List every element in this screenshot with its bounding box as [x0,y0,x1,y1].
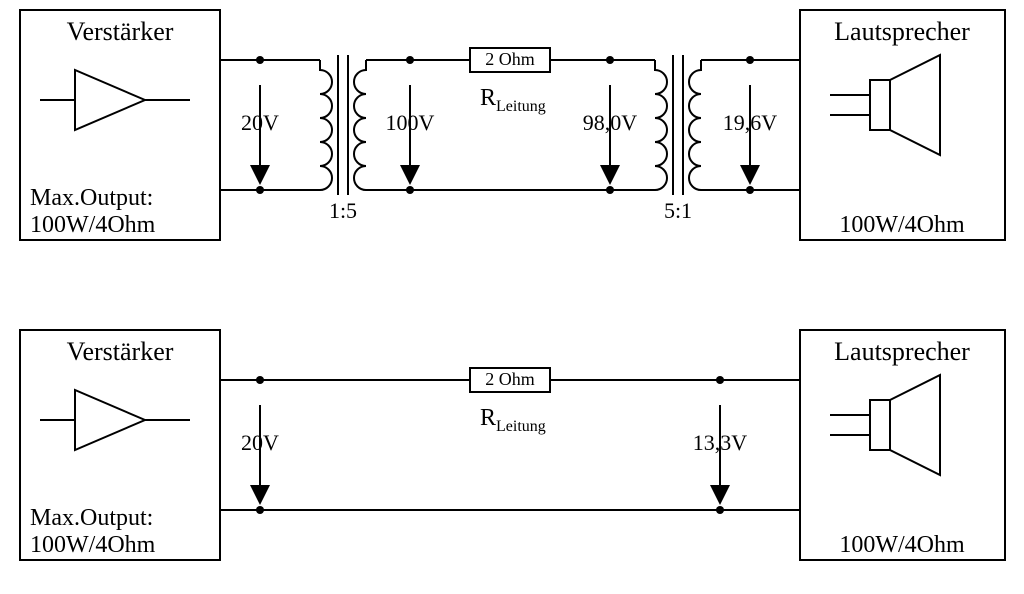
circuit-top: Verstärker Max.Output: 100W/4Ohm Lautspr… [20,10,1005,240]
v3-top: 98,0V [583,110,638,135]
transformer-left: 1:5 [320,55,366,223]
v2-top: 100V [386,110,435,135]
amplifier-title: Verstärker [67,17,174,46]
ratio-left: 1:5 [329,198,357,223]
transformer-right: 5:1 [655,55,701,223]
speaker-spec: 100W/4Ohm [839,212,965,238]
circuit-diagram: Verstärker Max.Output: 100W/4Ohm Lautspr… [0,0,1024,594]
amp-spec-1: Max.Output: [30,505,153,531]
amplifier-block-top: Verstärker Max.Output: 100W/4Ohm [20,10,220,240]
speaker-title: Lautsprecher [834,17,970,46]
ratio-right: 5:1 [664,198,692,223]
r-symbol: RLeitung [480,405,546,435]
amp-spec-2: 100W/4Ohm [30,212,156,238]
v1-bottom: 20V [241,430,279,455]
speaker-title: Lautsprecher [834,337,970,366]
line-resistor-bottom: 2 Ohm RLeitung [470,368,550,435]
v1-top: 20V [241,110,279,135]
v2-bottom: 13,3V [693,430,748,455]
amplifier-title: Verstärker [67,337,174,366]
amp-spec-2: 100W/4Ohm [30,532,156,558]
r-symbol: RLeitung [480,85,546,115]
speaker-block-top: Lautsprecher 100W/4Ohm [800,10,1005,240]
circuit-bottom: Verstärker Max.Output: 100W/4Ohm Lautspr… [20,330,1005,560]
amp-spec-1: Max.Output: [30,185,153,211]
speaker-spec: 100W/4Ohm [839,532,965,558]
amplifier-block-bottom: Verstärker Max.Output: 100W/4Ohm [20,330,220,560]
r-value: 2 Ohm [485,49,535,69]
r-value: 2 Ohm [485,369,535,389]
speaker-block-bottom: Lautsprecher 100W/4Ohm [800,330,1005,560]
line-resistor-top: 2 Ohm RLeitung [470,48,550,115]
v4-top: 19,6V [723,110,778,135]
